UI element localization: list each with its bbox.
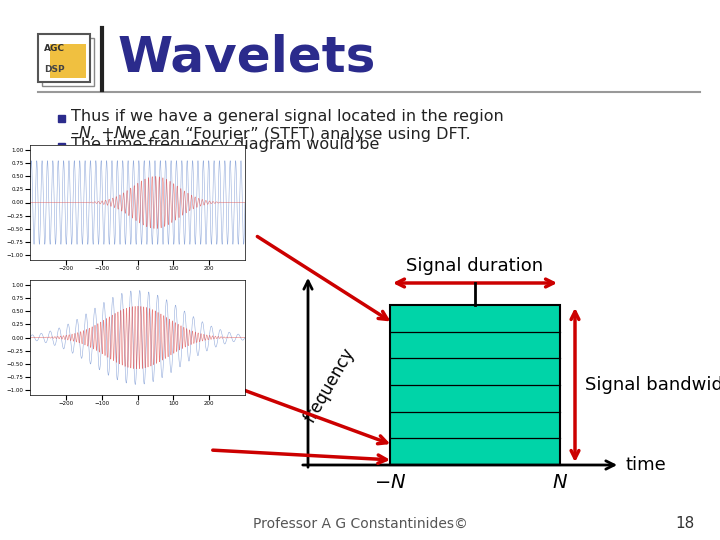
- Bar: [58, 115, 65, 122]
- Text: we can “Fourier” (STFT) analyse using DFT.: we can “Fourier” (STFT) analyse using DF…: [118, 126, 471, 141]
- Text: The time-frequency diagram would be: The time-frequency diagram would be: [71, 137, 379, 152]
- Text: 18: 18: [676, 516, 695, 531]
- Text: DSP: DSP: [44, 65, 65, 74]
- Text: Thus if we have a general signal located in the region: Thus if we have a general signal located…: [71, 109, 504, 124]
- Text: AGC: AGC: [44, 44, 65, 53]
- Text: Professor A G Constantinides©: Professor A G Constantinides©: [253, 517, 467, 531]
- Text: Signal bandwidth: Signal bandwidth: [585, 376, 720, 394]
- Bar: [50, 44, 86, 78]
- Bar: [42, 38, 94, 86]
- Text: $N$: $N$: [552, 473, 568, 492]
- Text: frequency: frequency: [302, 345, 359, 426]
- Text: time: time: [625, 456, 666, 474]
- Text: Wavelets: Wavelets: [118, 33, 377, 81]
- Bar: [38, 34, 90, 82]
- Bar: [390, 305, 560, 465]
- Text: $-N$: $-N$: [374, 473, 406, 492]
- Bar: [58, 143, 65, 150]
- Text: Signal duration: Signal duration: [406, 257, 544, 275]
- Text: –N, +N: –N, +N: [71, 126, 127, 141]
